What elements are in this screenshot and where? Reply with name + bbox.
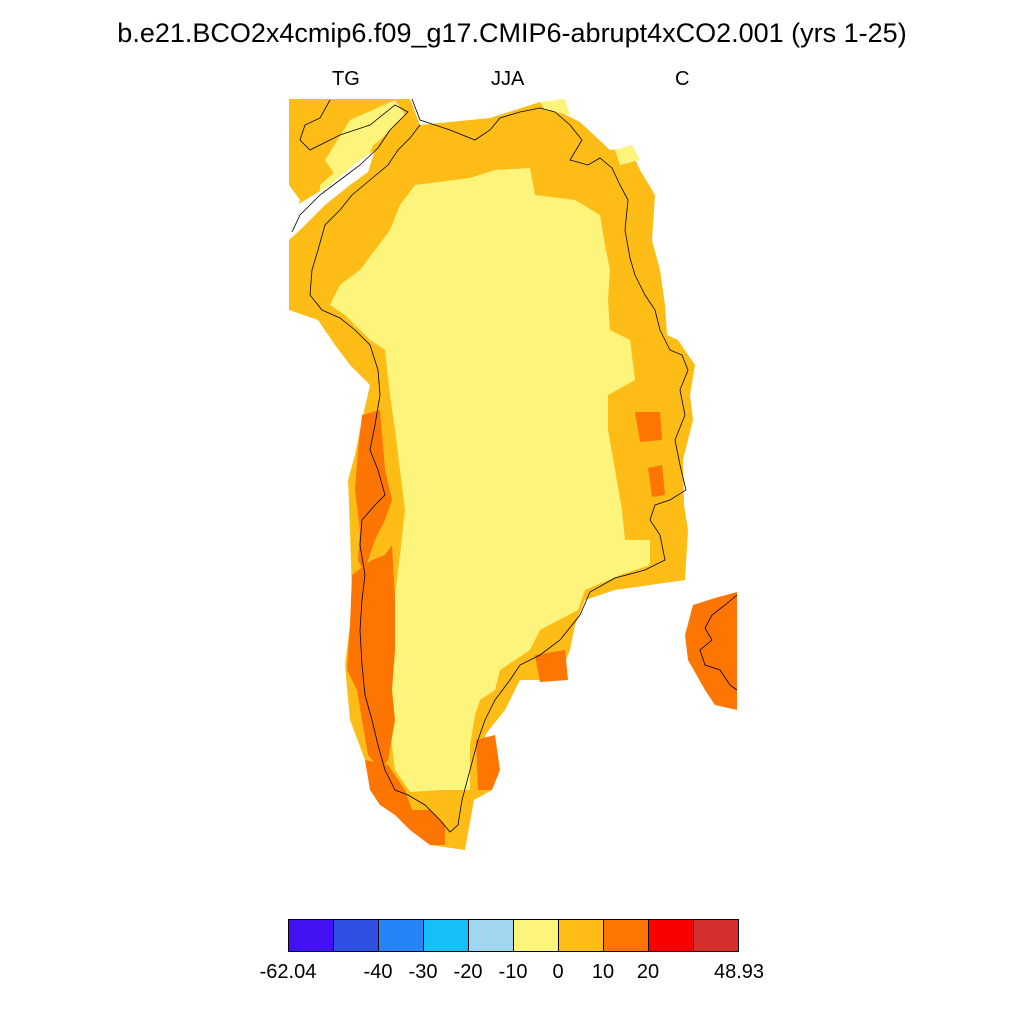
southeast-high-patch [535, 650, 568, 682]
colorbar-box [559, 920, 604, 951]
coastline [291, 98, 689, 833]
colorbar-box [334, 920, 379, 951]
colorbar-label: -10 [498, 961, 528, 983]
colorbar-label: 0 [552, 961, 564, 983]
colorbar-box [514, 920, 559, 951]
colorbar-box [289, 920, 334, 951]
iceland-region [685, 592, 737, 710]
northwest-low-streak [325, 100, 405, 175]
colorbar-label-max: 48.93 [713, 961, 765, 983]
iceland-coastline [699, 594, 738, 691]
variable-label: TG [332, 68, 360, 90]
interior-low-region [330, 168, 650, 792]
colorbar-label: -40 [363, 961, 393, 983]
east-high-patch [635, 412, 662, 442]
units-label: C [675, 68, 690, 90]
season-label: JJA [491, 68, 525, 90]
north-tip-low [540, 99, 570, 115]
colorbar-box [469, 920, 514, 951]
south-coast-high-patch [476, 735, 500, 790]
southwest-high-patch [347, 545, 395, 770]
colorbar-box [604, 920, 649, 951]
south-high-patch [365, 760, 445, 845]
colorbar-label-min: -62.04 [259, 961, 317, 983]
colorbar-box [424, 920, 469, 951]
northeast-tip-low [615, 145, 640, 165]
northwest-white-gap [289, 150, 375, 240]
east-high-patch-2 [648, 465, 665, 497]
colorbar-label: 20 [636, 961, 660, 983]
plot-title: b.e21.BCO2x4cmip6.f09_g17.CMIP6-abrupt4x… [117, 18, 907, 48]
colorbar-box [649, 920, 694, 951]
colorbar-label: 10 [591, 961, 615, 983]
colorbar-box [379, 920, 424, 951]
colorbar-label: -20 [453, 961, 483, 983]
colorbar-label: -30 [408, 961, 438, 983]
colorbar [288, 919, 739, 952]
west-high-patch [355, 410, 392, 575]
colorbar-box [694, 920, 738, 951]
